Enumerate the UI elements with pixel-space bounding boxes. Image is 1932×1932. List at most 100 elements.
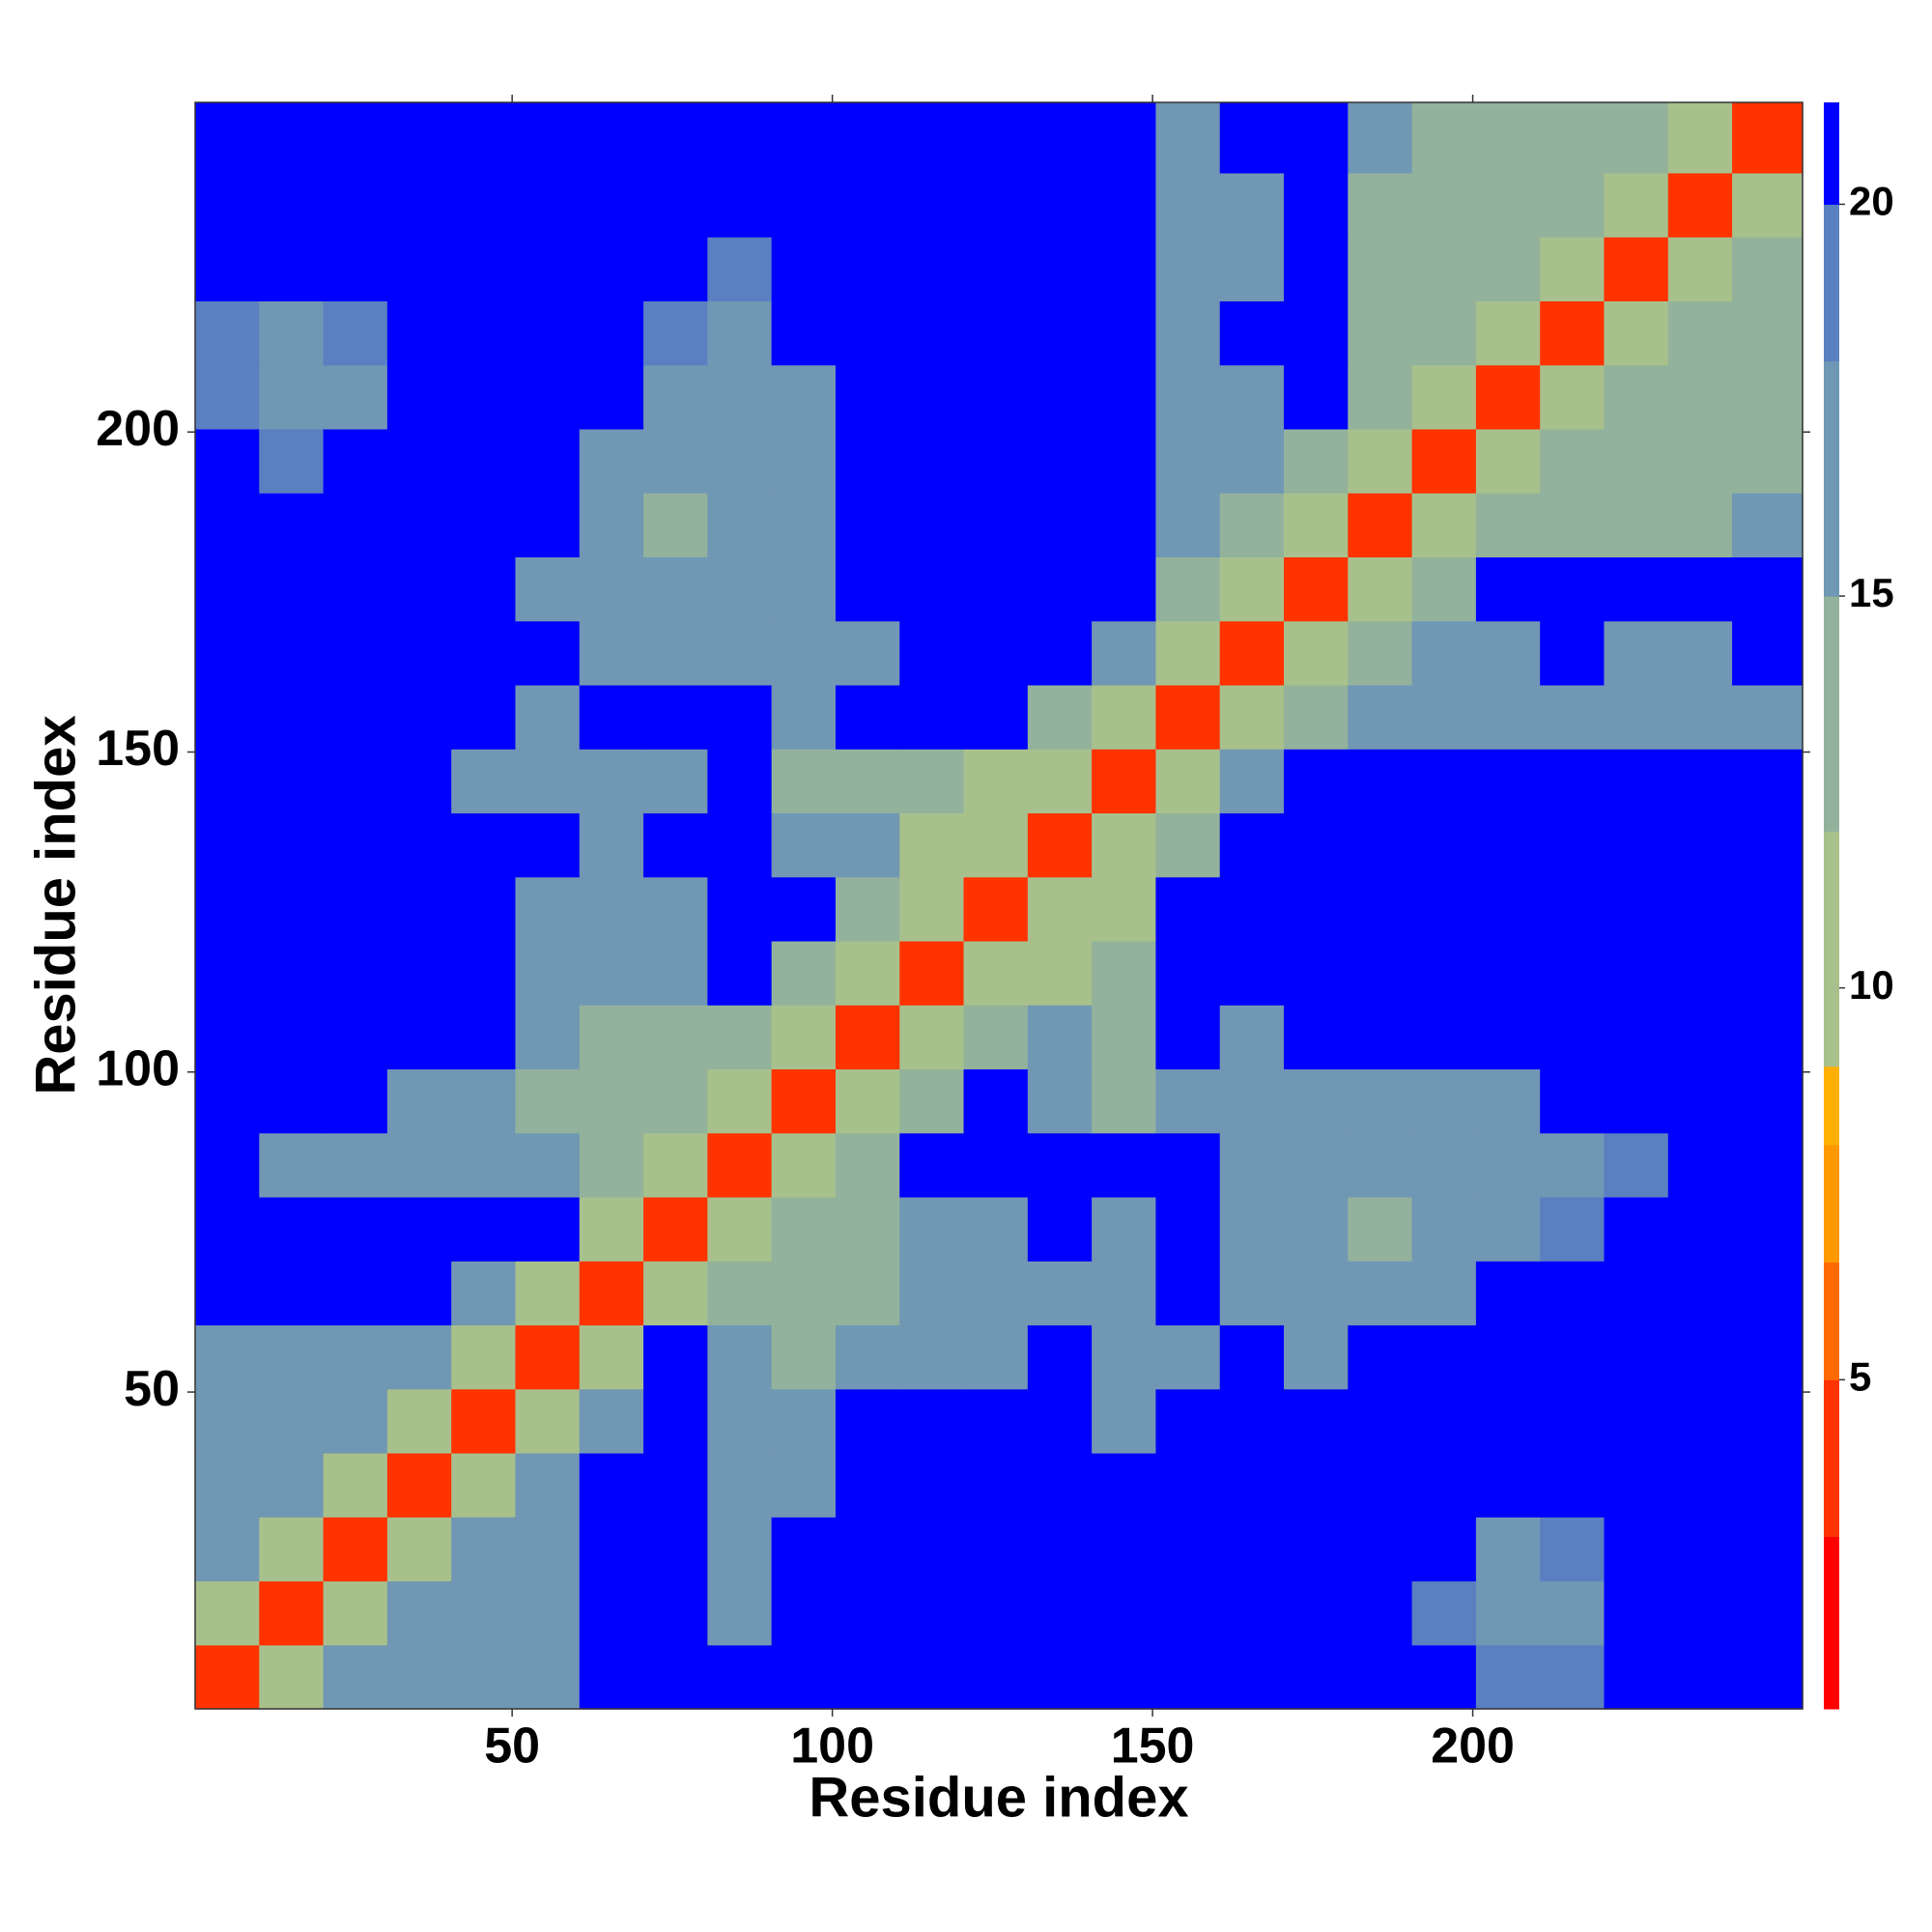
heatmap-cell <box>451 300 517 366</box>
heatmap-cell <box>1284 684 1349 750</box>
heatmap-cell <box>1219 300 1285 366</box>
heatmap-cell <box>1348 1324 1413 1390</box>
plot-frame <box>194 101 1804 1710</box>
heatmap-cell <box>835 493 900 558</box>
heatmap-cell <box>195 102 260 174</box>
heatmap-cell <box>1092 493 1157 558</box>
heatmap-cell <box>1732 556 1804 622</box>
heatmap-cell <box>1732 1517 1804 1582</box>
heatmap-cell <box>259 556 325 622</box>
heatmap-cell <box>771 428 837 494</box>
heatmap-cell <box>579 876 644 942</box>
heatmap-cell <box>1604 1196 1669 1262</box>
heatmap-cell <box>1027 1068 1093 1134</box>
heatmap-cell <box>1027 940 1093 1006</box>
heatmap-cell <box>1155 1261 1221 1326</box>
heatmap-cell <box>1667 1517 1733 1582</box>
heatmap-cell <box>1604 1388 1669 1454</box>
heatmap-cell <box>1155 749 1221 814</box>
heatmap-cell <box>515 1388 581 1454</box>
heatmap-cell <box>835 812 900 878</box>
heatmap-cell <box>451 749 517 814</box>
heatmap-cell <box>1411 237 1477 301</box>
heatmap-cell <box>579 172 644 238</box>
heatmap-cell <box>1219 1580 1285 1646</box>
heatmap-cell <box>1475 1452 1541 1518</box>
heatmap-cell <box>643 1388 708 1454</box>
heatmap-cell <box>771 1580 837 1646</box>
heatmap-cell <box>1411 493 1477 558</box>
heatmap-cell <box>1219 1452 1285 1518</box>
heatmap-cell <box>1348 1068 1413 1134</box>
heatmap-cell <box>1411 1068 1477 1134</box>
heatmap-cell <box>386 940 452 1006</box>
heatmap-cell <box>1540 1196 1605 1262</box>
heatmap-cell <box>579 237 644 301</box>
heatmap-cell <box>1540 812 1605 878</box>
heatmap-cell <box>1604 1068 1669 1134</box>
heatmap-cell <box>323 876 388 942</box>
heatmap-cell <box>323 1452 388 1518</box>
heatmap-cell <box>1604 300 1669 366</box>
heatmap-cell <box>579 1132 644 1198</box>
heatmap-cell <box>963 1132 1029 1198</box>
heatmap-cell <box>515 364 581 430</box>
heatmap-cell <box>1732 102 1804 174</box>
heatmap-cell <box>1348 940 1413 1006</box>
heatmap-cell <box>1475 684 1541 750</box>
y-axis-label: Residue index <box>24 715 87 1094</box>
heatmap-cell <box>1732 749 1804 814</box>
heatmap-cell <box>1284 102 1349 174</box>
heatmap-cell <box>1092 749 1157 814</box>
heatmap-cell <box>259 749 325 814</box>
heatmap-cell <box>707 876 773 942</box>
heatmap-cell <box>1540 1324 1605 1390</box>
heatmap-cell <box>963 1005 1029 1070</box>
heatmap-cell <box>195 1580 260 1646</box>
heatmap-cell <box>1540 172 1605 238</box>
heatmap-cell <box>1667 556 1733 622</box>
heatmap-cell <box>1411 812 1477 878</box>
heatmap-cell <box>1604 1644 1669 1710</box>
heatmap-cell <box>899 1068 965 1134</box>
heatmap-cell <box>963 237 1029 301</box>
heatmap-cell <box>195 428 260 494</box>
heatmap-cell <box>1027 1452 1093 1518</box>
heatmap-cell <box>195 556 260 622</box>
heatmap-cell <box>195 493 260 558</box>
heatmap-cell <box>1284 237 1349 301</box>
heatmap-cell <box>386 1517 452 1582</box>
heatmap-cell <box>899 493 965 558</box>
heatmap-cell <box>1732 1388 1804 1454</box>
heatmap-cell <box>323 493 388 558</box>
heatmap-cell <box>1284 1132 1349 1198</box>
heatmap-cell <box>1411 1132 1477 1198</box>
heatmap-cell <box>707 684 773 750</box>
heatmap-cell <box>386 237 452 301</box>
heatmap-cell <box>835 1132 900 1198</box>
heatmap-cell <box>643 1068 708 1134</box>
heatmap-cell <box>195 1261 260 1326</box>
heatmap-cell <box>323 428 388 494</box>
heatmap-cell <box>963 876 1029 942</box>
heatmap-cell <box>1155 102 1221 174</box>
heatmap-cell <box>643 684 708 750</box>
heatmap-cell <box>1219 1261 1285 1326</box>
heatmap-cell <box>1475 1261 1541 1326</box>
heatmap-cell <box>707 1068 773 1134</box>
heatmap-cell <box>1732 493 1804 558</box>
heatmap-cell <box>963 493 1029 558</box>
heatmap-cell <box>899 428 965 494</box>
heatmap-cell <box>1604 812 1669 878</box>
heatmap-cell <box>515 1132 581 1198</box>
heatmap-cell <box>195 1324 260 1390</box>
heatmap-cell <box>1411 620 1477 686</box>
x-tick-label: 50 <box>484 1719 540 1775</box>
heatmap-cell <box>1604 1324 1669 1390</box>
heatmap-cell <box>1219 1132 1285 1198</box>
heatmap-cell <box>1411 876 1477 942</box>
heatmap-cell <box>259 1196 325 1262</box>
heatmap-cell <box>707 1324 773 1390</box>
heatmap-cell <box>1284 812 1349 878</box>
heatmap-cell <box>579 1324 644 1390</box>
